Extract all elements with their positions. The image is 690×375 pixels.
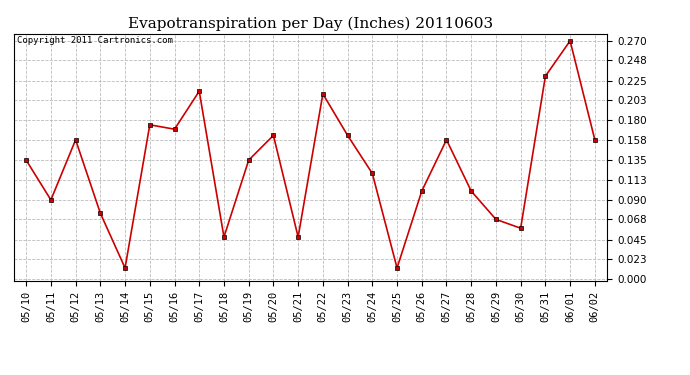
Text: Copyright 2011 Cartronics.com: Copyright 2011 Cartronics.com — [17, 36, 172, 45]
Title: Evapotranspiration per Day (Inches) 20110603: Evapotranspiration per Day (Inches) 2011… — [128, 17, 493, 31]
